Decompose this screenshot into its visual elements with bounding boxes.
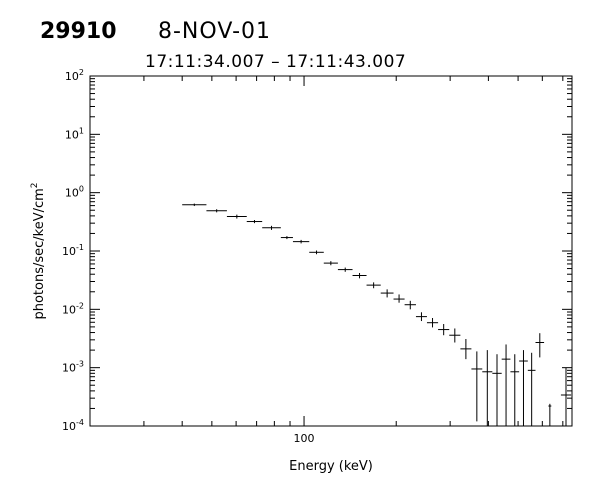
data-point [380, 289, 394, 298]
y-tick-label-base: 10 [65, 128, 79, 141]
y-tick-label: 10-2 [62, 301, 84, 316]
data-point [548, 403, 552, 426]
y-tick-label-exp: 0 [79, 185, 84, 194]
y-tick-label: 100 [65, 185, 84, 200]
data-point [460, 339, 472, 360]
burst-id: 29910 [40, 19, 117, 44]
y-tick-label: 10-3 [62, 360, 84, 375]
data-point [415, 312, 427, 322]
data-point [501, 344, 511, 426]
data-point [560, 367, 572, 426]
data-point [510, 354, 520, 426]
data-point [471, 351, 483, 422]
y-tick-label: 101 [65, 126, 84, 141]
data-point [426, 318, 439, 328]
x-tick-label: 100 [294, 432, 315, 445]
data-point [262, 225, 281, 230]
y-tick-label-exp: -3 [76, 360, 84, 369]
data-point [438, 324, 450, 336]
data-point [323, 261, 338, 266]
data-point [492, 354, 502, 426]
y-tick-label-exp: 2 [79, 68, 84, 77]
data-point [182, 203, 207, 207]
y-tick-label-base: 10 [62, 420, 76, 433]
data-point [535, 333, 545, 358]
time-range: 17:11:34.007 – 17:11:43.007 [145, 52, 406, 72]
data-point [246, 219, 263, 224]
data-point [337, 267, 353, 272]
data-point [292, 239, 310, 244]
data-point [366, 282, 381, 289]
burst-date: 8-NOV-01 [158, 19, 271, 44]
axis-ticks [89, 76, 572, 427]
data-point [206, 209, 227, 213]
y-tick-label-base: 10 [65, 187, 79, 200]
y-tick-label: 10-4 [62, 418, 84, 433]
data-point [393, 294, 405, 303]
data-point [404, 300, 416, 310]
y-tick-label-base: 10 [62, 303, 76, 316]
y-tick-label-base: 10 [65, 70, 79, 83]
data-points [182, 203, 572, 426]
data-point [280, 236, 293, 240]
y-axis-label-base: photons/sec/keV/cm [32, 188, 47, 319]
y-tick-label-exp: -1 [76, 243, 84, 252]
y-tick-label-exp: -4 [76, 418, 84, 427]
data-point [352, 272, 367, 279]
data-point [449, 328, 461, 343]
y-tick-label-base: 10 [62, 245, 76, 258]
y-tick-label-base: 10 [62, 362, 76, 375]
y-tick-label-exp: -2 [76, 301, 84, 310]
y-axis-label: photons/sec/keV/cm2 [30, 182, 47, 319]
data-point [519, 350, 528, 426]
data-point [226, 214, 247, 219]
x-axis-label: Energy (keV) [289, 459, 373, 474]
y-tick-label: 10-1 [62, 243, 84, 258]
data-point [482, 350, 493, 426]
y-tick-label: 102 [65, 68, 84, 83]
data-point [309, 250, 324, 255]
y-axis-label-sup: 2 [30, 182, 40, 188]
data-point [527, 352, 536, 426]
y-tick-label-exp: 1 [79, 126, 84, 135]
